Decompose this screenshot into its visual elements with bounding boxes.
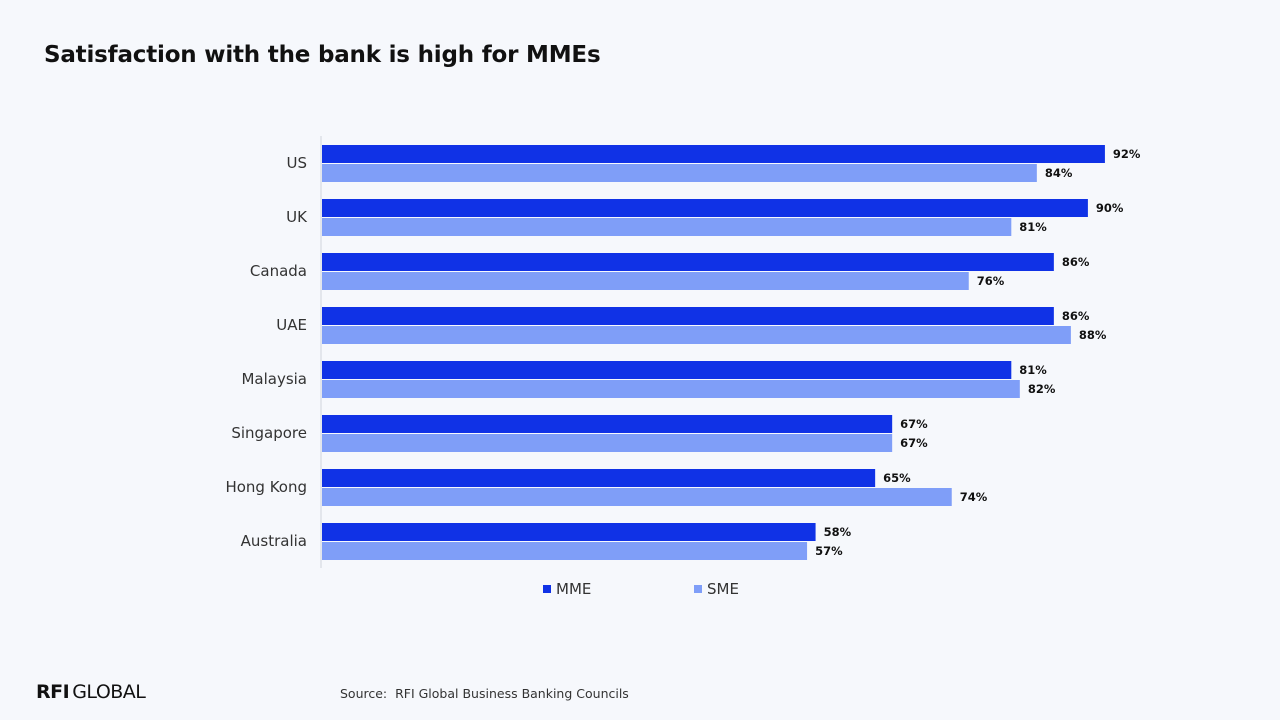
bar-mme [322,415,893,433]
data-label-mme: 58% [824,525,852,539]
category-label: Canada [250,262,307,280]
legend-item-mme: MME [543,580,591,598]
legend-item-sme: SME [694,580,739,598]
chart-title: Satisfaction with the bank is high for M… [44,42,601,68]
category-label: US [286,154,307,172]
logo-light-text: GLOBAL [72,681,146,703]
data-label-sme: 76% [977,274,1005,288]
bar-sme [322,542,808,560]
bar-mme [322,199,1088,217]
bar-mme [322,469,876,487]
legend-label-mme: MME [556,580,592,598]
rfi-global-logo: RFI GLOBAL [36,681,146,703]
source-note: Source: RFI Global Business Banking Coun… [340,686,629,701]
bar-mme [322,361,1012,379]
category-label: Malaysia [241,370,307,388]
data-label-sme: 67% [900,436,928,450]
category-label: Australia [241,532,307,550]
bar-sme [322,272,969,290]
data-label-sme: 74% [960,490,988,504]
data-label-mme: 81% [1019,363,1047,377]
data-label-sme: 57% [815,544,843,558]
bar-sme [322,434,893,452]
category-label: Hong Kong [225,478,307,496]
bar-sme [322,164,1037,182]
data-label-sme: 88% [1079,328,1107,342]
legend: MME SME [0,580,1280,600]
data-label-mme: 92% [1113,147,1141,161]
data-label-sme: 82% [1028,382,1056,396]
category-label: UK [286,208,308,226]
data-label-mme: 67% [900,417,928,431]
bar-sme [322,380,1020,398]
bar-mme [322,523,816,541]
data-label-sme: 84% [1045,166,1073,180]
legend-swatch-sme [694,585,702,593]
category-label: Singapore [231,424,307,442]
data-label-mme: 86% [1062,309,1090,323]
data-label-sme: 81% [1019,220,1047,234]
data-label-mme: 86% [1062,255,1090,269]
logo-strong-text: RFI [36,681,70,703]
category-label: UAE [276,316,307,334]
bar-mme [322,253,1054,271]
data-label-mme: 65% [883,471,911,485]
legend-label-sme: SME [707,580,739,598]
bar-sme [322,218,1012,236]
bar-sme [322,488,952,506]
bar-mme [322,145,1105,163]
bar-sme [322,326,1071,344]
bar-mme [322,307,1054,325]
legend-swatch-mme [543,585,551,593]
data-label-mme: 90% [1096,201,1124,215]
